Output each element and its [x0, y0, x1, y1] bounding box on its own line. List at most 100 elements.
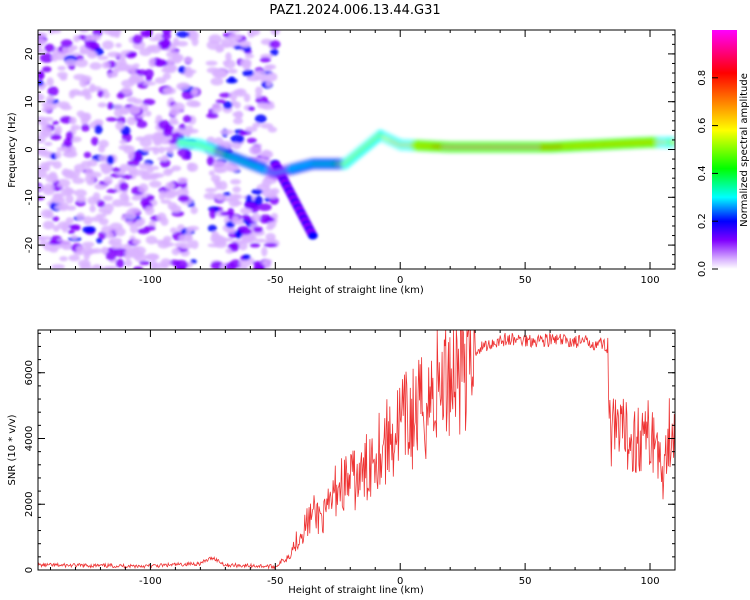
noise-blob [233, 117, 244, 125]
noise-blob [119, 192, 129, 202]
noise-blob [42, 66, 52, 73]
noise-blob [94, 124, 103, 135]
noise-blob [75, 58, 88, 68]
noise-blob [229, 193, 240, 199]
lobe-blob [307, 231, 318, 240]
noise-blob [84, 175, 95, 184]
noise-blob [219, 237, 234, 242]
noise-blob [239, 40, 251, 48]
noise-blob [38, 48, 46, 53]
noise-blob [76, 196, 87, 203]
noise-blob [139, 260, 151, 266]
noise-blob [241, 254, 251, 260]
tone-core [670, 141, 675, 144]
noise-blob [154, 77, 167, 84]
noise-blob [266, 72, 278, 82]
noise-blob [170, 227, 177, 234]
snr-y-tick-label: 4000 [24, 426, 35, 451]
noise-blob [233, 101, 241, 109]
noise-blob [178, 128, 193, 135]
noise-blob [121, 174, 133, 180]
noise-blob [257, 203, 272, 212]
noise-blob [42, 187, 55, 196]
noise-blob [252, 122, 261, 128]
noise-blob [38, 235, 47, 241]
noise-blob [106, 155, 115, 165]
noise-blob [98, 207, 106, 213]
noise-blob [112, 104, 125, 110]
noise-blob [107, 51, 121, 58]
noise-blob [212, 160, 227, 169]
noise-blob [248, 145, 262, 156]
noise-blob [116, 92, 125, 99]
noise-blob [253, 70, 267, 80]
noise-blob [149, 180, 162, 188]
figure-title: PAZ1.2024.006.13.44.G31 [269, 3, 440, 18]
noise-blob [45, 173, 59, 183]
noise-blob [184, 66, 193, 76]
noise-blob [241, 214, 250, 221]
noise-blob [127, 165, 138, 175]
noise-blob [133, 266, 144, 269]
noise-blob [239, 228, 253, 235]
noise-blob [86, 50, 98, 59]
noise-blob [253, 226, 263, 233]
noise-blob [227, 30, 241, 33]
noise-blob [138, 183, 149, 193]
noise-blob [186, 226, 193, 233]
noise-blob [73, 35, 80, 43]
noise-blob [91, 136, 99, 146]
noise-blob [225, 228, 237, 234]
noise-blob [163, 235, 172, 243]
noise-blob [41, 150, 52, 155]
noise-blob [238, 260, 252, 267]
noise-blob [127, 150, 135, 161]
noise-blob [106, 188, 118, 194]
noise-blob [55, 151, 62, 159]
spectrogram-x-tick-label: -100 [139, 275, 162, 286]
noise-blob [87, 196, 98, 205]
noise-blob [44, 43, 55, 53]
noise-blob [101, 246, 109, 255]
spectrogram-y-label: Frequency (Hz) [7, 112, 18, 188]
noise-blob [169, 120, 180, 125]
noise-blob [76, 245, 85, 256]
noise-blob [105, 251, 117, 261]
noise-blob [124, 259, 133, 267]
noise-blob [124, 248, 138, 257]
noise-blob [123, 64, 137, 73]
noise-blob [260, 102, 275, 110]
noise-blob [128, 51, 138, 57]
noise-blob [206, 113, 219, 119]
noise-blob [106, 73, 118, 78]
noise-blob [89, 62, 102, 70]
noise-blob [76, 212, 85, 221]
noise-blob [183, 56, 194, 64]
noise-blob [132, 238, 142, 245]
noise-blob [270, 188, 280, 195]
noise-blob [103, 203, 114, 213]
noise-blob [69, 116, 77, 125]
noise-blob [38, 134, 46, 144]
noise-blob [121, 79, 135, 88]
noise-blob [44, 235, 52, 241]
noise-blob [52, 160, 62, 169]
noise-blob [217, 47, 225, 52]
noise-blob [222, 192, 231, 197]
noise-blob [59, 240, 72, 249]
snr-x-tick-label: 0 [397, 576, 403, 587]
colorbar-ticks: 0.0 0.2 0.4 0.6 0.8 [697, 70, 718, 277]
spectrogram-y-tick-label: -10 [24, 189, 35, 205]
noise-blob [244, 53, 255, 59]
noise-blob [265, 233, 276, 241]
noise-blob [84, 167, 95, 178]
noise-blob [177, 147, 191, 158]
spectrogram-dispersion-lobe [270, 159, 318, 240]
noise-blob [253, 263, 265, 269]
noise-blob [165, 168, 175, 174]
noise-blob [162, 72, 171, 80]
noise-blob [97, 102, 107, 108]
noise-blob [118, 144, 132, 151]
noise-blob [189, 101, 201, 108]
